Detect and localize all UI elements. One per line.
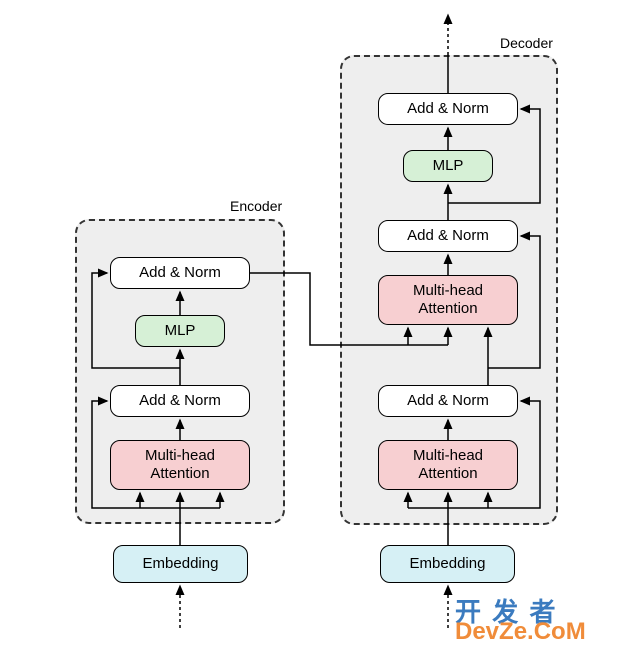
decoder-addnorm2-label: Add & Norm — [407, 227, 489, 245]
encoder-attention-label: Multi-head Attention — [145, 447, 215, 483]
encoder-addnorm2: Add & Norm — [110, 257, 250, 289]
decoder-addnorm1-label: Add & Norm — [407, 392, 489, 410]
decoder-addnorm3: Add & Norm — [378, 93, 518, 125]
encoder-mlp-label: MLP — [165, 322, 196, 340]
decoder-attention2: Multi-head Attention — [378, 275, 518, 325]
decoder-attention1: Multi-head Attention — [378, 440, 518, 490]
decoder-embedding-label: Embedding — [410, 555, 486, 573]
decoder-attention2-label: Multi-head Attention — [413, 282, 483, 318]
decoder-addnorm1: Add & Norm — [378, 385, 518, 417]
encoder-label: Encoder — [230, 198, 282, 214]
decoder-mlp-label: MLP — [433, 157, 464, 175]
decoder-label: Decoder — [500, 35, 553, 51]
encoder-mlp: MLP — [135, 315, 225, 347]
watermark-line2: DevZe.CoM — [455, 618, 586, 646]
decoder-addnorm3-label: Add & Norm — [407, 100, 489, 118]
encoder-embedding-label: Embedding — [143, 555, 219, 573]
decoder-mlp: MLP — [403, 150, 493, 182]
decoder-embedding: Embedding — [380, 545, 515, 583]
encoder-addnorm1: Add & Norm — [110, 385, 250, 417]
decoder-attention1-label: Multi-head Attention — [413, 447, 483, 483]
encoder-attention: Multi-head Attention — [110, 440, 250, 490]
encoder-embedding: Embedding — [113, 545, 248, 583]
encoder-addnorm2-label: Add & Norm — [139, 264, 221, 282]
decoder-addnorm2: Add & Norm — [378, 220, 518, 252]
encoder-addnorm1-label: Add & Norm — [139, 392, 221, 410]
